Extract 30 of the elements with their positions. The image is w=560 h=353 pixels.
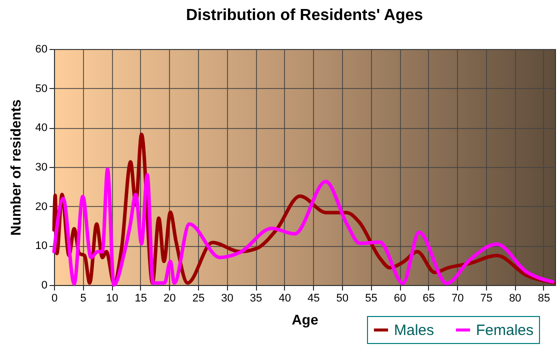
x-tick-label: 70 bbox=[451, 292, 464, 304]
y-tick-label: 10 bbox=[35, 240, 48, 252]
y-axis-title: Number of residents bbox=[7, 99, 24, 236]
y-tick-label: 0 bbox=[41, 280, 48, 292]
y-tick-label: 20 bbox=[35, 200, 48, 213]
x-tick-label: 45 bbox=[308, 292, 320, 304]
x-tick-label: 10 bbox=[106, 292, 118, 304]
x-tick-label: 5 bbox=[80, 292, 86, 304]
x-tick-label: 25 bbox=[192, 292, 205, 304]
x-tick-label: 80 bbox=[509, 292, 522, 304]
x-tick-label: 15 bbox=[134, 292, 148, 304]
x-tick-label: 35 bbox=[250, 292, 262, 304]
y-tick-label: 60 bbox=[35, 44, 48, 56]
legend-label: Males bbox=[394, 322, 434, 339]
x-tick-label: 40 bbox=[278, 292, 291, 304]
y-tick-label: 30 bbox=[35, 162, 48, 174]
x-tick-label: 85 bbox=[538, 292, 550, 304]
x-tick-label: 20 bbox=[164, 292, 176, 304]
x-tick-label: 75 bbox=[480, 292, 493, 304]
chart-title: Distribution of Residents' Ages bbox=[186, 7, 424, 24]
x-tick-label: 65 bbox=[422, 292, 435, 304]
y-tick-label: 50 bbox=[35, 82, 48, 95]
x-axis-title: Age bbox=[292, 312, 318, 328]
x-tick-label: 0 bbox=[51, 292, 58, 304]
x-tick-label: 55 bbox=[365, 292, 378, 304]
y-tick-label: 40 bbox=[35, 122, 48, 134]
x-tick-label: 50 bbox=[336, 292, 349, 304]
x-tick-label: 30 bbox=[221, 292, 234, 304]
legend-label: Females bbox=[476, 322, 534, 339]
x-tick-label: 60 bbox=[394, 292, 406, 304]
